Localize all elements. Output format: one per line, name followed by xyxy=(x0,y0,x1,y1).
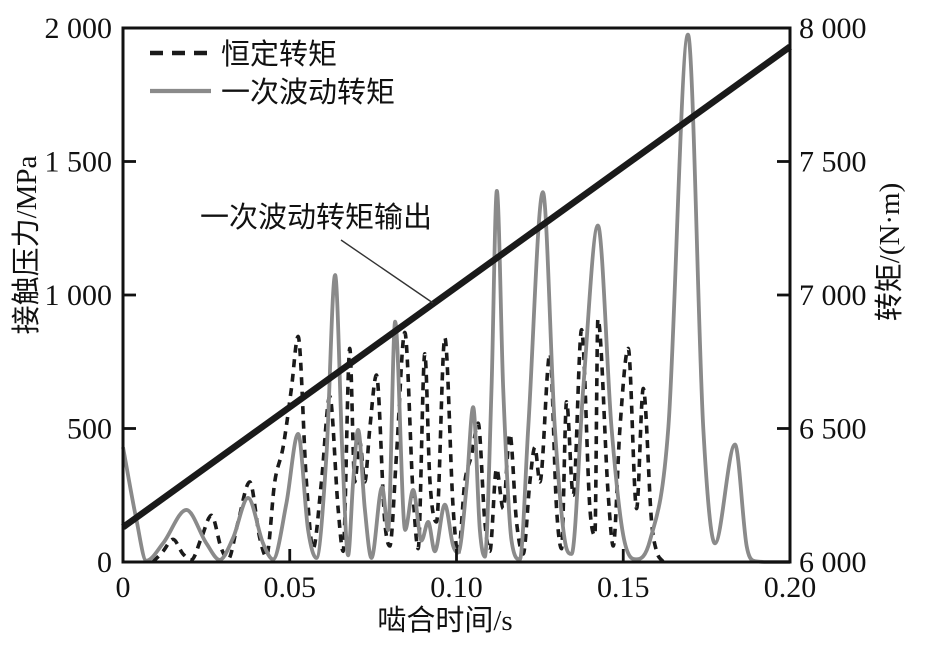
x-axis-title: 啮合时间/s xyxy=(377,604,512,637)
ticks-layer xyxy=(121,26,792,564)
x-axis-tick-labels: 0 0.05 0.10 0.15 0.20 xyxy=(116,571,817,604)
x-tick-label: 0 xyxy=(116,571,131,604)
left-tick-label: 1 500 xyxy=(45,146,113,179)
right-axis-tick-labels: 6 000 6 500 7 000 7 500 8 000 xyxy=(799,12,867,579)
series-fluctuating-torque xyxy=(121,32,790,564)
annotation: 一次波动转矩输出 xyxy=(200,201,434,304)
annotation-leader-line xyxy=(340,239,434,304)
series-torque-output-line xyxy=(121,44,792,530)
x-tick-label: 0.20 xyxy=(764,571,817,604)
x-tick-label: 0.05 xyxy=(264,571,317,604)
right-tick-label: 7 500 xyxy=(799,146,867,179)
annotation-label: 一次波动转矩输出 xyxy=(200,201,432,234)
left-tick-label: 1 000 xyxy=(45,279,113,312)
y-axis-left-title: 接触压力/MPa xyxy=(10,155,43,334)
right-tick-label: 6 000 xyxy=(799,546,867,579)
left-tick-label: 2 000 xyxy=(45,12,113,45)
left-axis-tick-labels: 0 500 1 000 1 500 2 000 xyxy=(45,12,113,579)
x-tick-label: 0.10 xyxy=(430,571,483,604)
legend: 恒定转矩 一次波动转矩 xyxy=(150,38,395,109)
right-tick-label: 7 000 xyxy=(799,279,867,312)
y-axis-right-title: 转矩/(N·m) xyxy=(873,183,906,322)
right-tick-label: 8 000 xyxy=(799,12,867,45)
right-tick-label: 6 500 xyxy=(799,413,867,446)
x-tick-label: 0.15 xyxy=(597,571,650,604)
series-layer xyxy=(121,32,792,564)
left-tick-label: 0 xyxy=(97,546,112,579)
legend-label-fluctuating-torque: 一次波动转矩 xyxy=(221,76,395,109)
legend-label-constant-torque: 恒定转矩 xyxy=(221,38,337,71)
series-constant-torque xyxy=(151,317,665,564)
left-tick-label: 500 xyxy=(67,413,112,446)
